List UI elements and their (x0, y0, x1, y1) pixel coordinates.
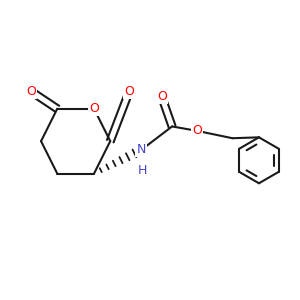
Text: H: H (138, 164, 147, 176)
Text: O: O (89, 102, 99, 115)
Text: N: N (136, 143, 146, 157)
Text: O: O (192, 124, 202, 137)
Text: O: O (157, 91, 167, 103)
Text: O: O (124, 85, 134, 98)
Text: O: O (26, 85, 36, 98)
